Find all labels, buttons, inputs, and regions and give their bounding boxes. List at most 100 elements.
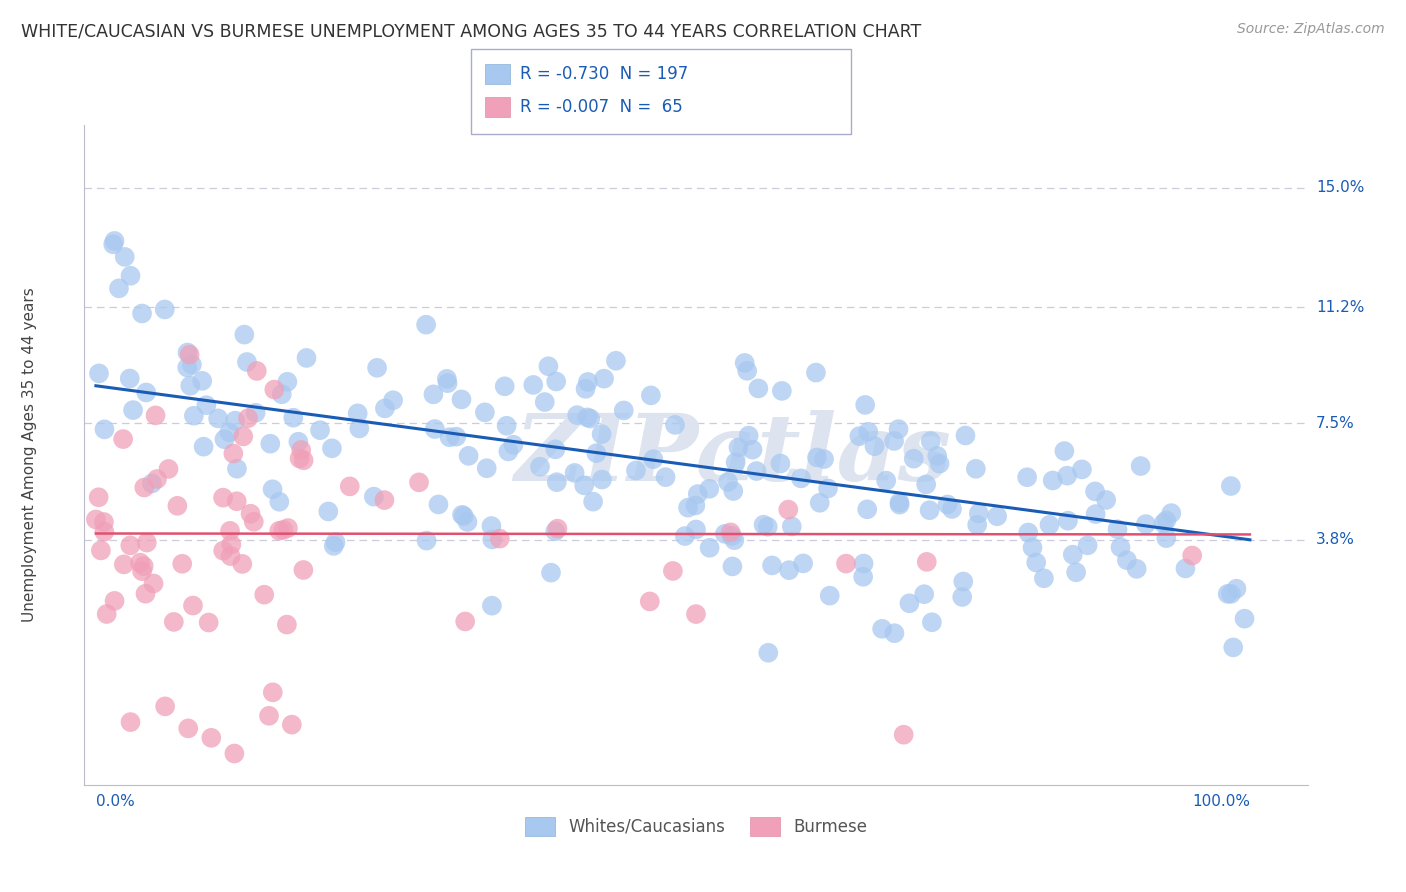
Point: [579, 411, 602, 425]
Point: [219, 549, 242, 563]
Point: [697, 482, 720, 496]
Point: [1017, 470, 1039, 484]
Point: [915, 477, 938, 491]
Point: [893, 728, 915, 742]
Point: [166, 499, 188, 513]
Point: [903, 451, 925, 466]
Point: [875, 474, 897, 488]
Point: [898, 596, 921, 610]
Point: [176, 345, 198, 359]
Point: [134, 587, 156, 601]
Point: [1084, 507, 1107, 521]
Point: [183, 409, 205, 423]
Point: [1153, 516, 1175, 531]
Point: [288, 451, 311, 466]
Point: [218, 425, 240, 440]
Point: [870, 622, 893, 636]
Point: [481, 533, 503, 547]
Point: [747, 381, 769, 395]
Point: [120, 715, 142, 730]
Point: [756, 520, 779, 534]
Point: [197, 615, 219, 630]
Point: [321, 442, 343, 456]
Text: Source: ZipAtlas.com: Source: ZipAtlas.com: [1237, 22, 1385, 37]
Point: [756, 646, 779, 660]
Point: [325, 535, 347, 549]
Point: [231, 557, 253, 571]
Point: [848, 429, 870, 443]
Point: [427, 498, 450, 512]
Point: [1053, 444, 1076, 458]
Point: [453, 509, 475, 524]
Point: [544, 442, 567, 457]
Point: [727, 441, 749, 455]
Point: [181, 599, 204, 613]
Point: [292, 563, 315, 577]
Point: [481, 599, 503, 613]
Text: 100.0%: 100.0%: [1192, 795, 1250, 809]
Point: [1021, 541, 1043, 555]
Point: [723, 533, 745, 548]
Point: [290, 442, 312, 457]
Point: [450, 392, 472, 407]
Text: Unemployment Among Ages 35 to 44 years: Unemployment Among Ages 35 to 44 years: [22, 287, 37, 623]
Point: [277, 521, 299, 535]
Point: [761, 558, 783, 573]
Point: [93, 515, 115, 529]
Point: [222, 446, 245, 460]
Point: [322, 539, 344, 553]
Point: [1056, 468, 1078, 483]
Point: [721, 559, 744, 574]
Point: [281, 717, 304, 731]
Point: [813, 452, 835, 467]
Point: [436, 376, 458, 391]
Point: [114, 250, 136, 264]
Point: [276, 375, 298, 389]
Point: [1042, 474, 1064, 488]
Point: [717, 475, 740, 489]
Point: [883, 434, 905, 448]
Point: [191, 374, 214, 388]
Point: [1038, 517, 1060, 532]
Point: [593, 371, 616, 385]
Point: [233, 327, 256, 342]
Point: [591, 427, 613, 442]
Point: [1062, 548, 1084, 562]
Point: [494, 379, 516, 393]
Point: [752, 517, 775, 532]
Point: [263, 383, 285, 397]
Point: [309, 423, 332, 437]
Point: [295, 351, 318, 365]
Point: [103, 594, 125, 608]
Point: [1109, 541, 1132, 555]
Point: [382, 393, 405, 408]
Point: [502, 438, 524, 452]
Text: 15.0%: 15.0%: [1316, 180, 1364, 195]
Point: [179, 348, 201, 362]
Point: [276, 617, 298, 632]
Point: [236, 355, 259, 369]
Point: [269, 494, 291, 508]
Point: [135, 385, 157, 400]
Point: [790, 471, 813, 485]
Point: [498, 444, 520, 458]
Text: 7.5%: 7.5%: [1316, 416, 1354, 431]
Point: [582, 494, 605, 508]
Point: [415, 533, 437, 548]
Point: [714, 526, 737, 541]
Point: [176, 360, 198, 375]
Point: [253, 588, 276, 602]
Point: [257, 708, 280, 723]
Point: [439, 430, 461, 444]
Point: [273, 523, 295, 537]
Point: [287, 434, 309, 449]
Point: [928, 457, 950, 471]
Point: [965, 462, 987, 476]
Point: [200, 731, 222, 745]
Legend: Whites/Caucasians, Burmese: Whites/Caucasians, Burmese: [517, 810, 875, 843]
Point: [495, 418, 517, 433]
Point: [770, 384, 793, 398]
Point: [883, 626, 905, 640]
Point: [122, 403, 145, 417]
Point: [818, 589, 841, 603]
